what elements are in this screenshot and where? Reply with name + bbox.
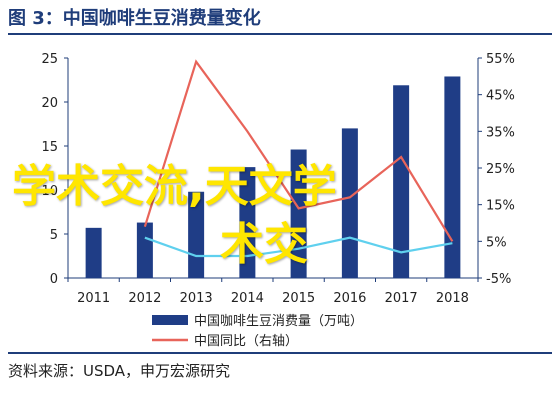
left-tick-label: 5 xyxy=(50,228,58,243)
x-tick-label: 2014 xyxy=(231,291,264,306)
source-divider xyxy=(8,352,552,354)
bar-consumption xyxy=(85,227,102,278)
bar-consumption xyxy=(393,85,410,278)
bar-consumption xyxy=(136,222,153,278)
left-tick-label: 20 xyxy=(41,96,58,111)
left-tick-label: 10 xyxy=(41,184,58,199)
bar-consumption xyxy=(239,167,256,278)
bar-consumption xyxy=(444,76,461,278)
x-tick-label: 2013 xyxy=(180,291,213,306)
right-tick-label: 25% xyxy=(486,162,515,177)
chart-plot: 0 5 10 15 20 25 -5% 5% 15% 25% 35% 45% 55% 2011 2012 20… xyxy=(41,52,515,349)
x-tick-label: 2016 xyxy=(333,291,366,306)
right-tick-label: 55% xyxy=(486,52,515,67)
watermark-line-2: 术交 xyxy=(220,219,308,270)
watermark-line-1: 学术交流,天文学 xyxy=(12,161,337,212)
right-tick-label: 35% xyxy=(486,125,515,140)
x-tick-label: 2015 xyxy=(282,291,315,306)
title-divider xyxy=(8,33,552,35)
chart-title: 图 3：中国咖啡生豆消费量变化 xyxy=(8,8,261,29)
legend-label: 中国咖啡生豆消费量（万吨） xyxy=(194,314,363,329)
legend-swatch-bar xyxy=(152,315,188,325)
right-tick-label: 15% xyxy=(486,199,515,214)
left-tick-label: 15 xyxy=(41,140,58,155)
left-tick-label: 0 xyxy=(50,272,58,287)
right-tick-label: 5% xyxy=(486,235,507,250)
legend-label: 中国同比（右轴） xyxy=(194,334,298,349)
line-world-yoy xyxy=(144,236,453,258)
right-tick-label: 45% xyxy=(486,89,515,104)
x-tick-label: 2011 xyxy=(77,291,110,306)
bar-consumption xyxy=(341,128,358,278)
x-tick-label: 2012 xyxy=(128,291,161,306)
x-tick-label: 2018 xyxy=(436,291,469,306)
x-tick-label: 2017 xyxy=(385,291,418,306)
source-note: 资料来源：USDA，申万宏源研究 xyxy=(8,362,231,380)
bar-consumption xyxy=(290,149,307,278)
right-tick-label: -5% xyxy=(486,272,511,287)
line-china-yoy xyxy=(143,59,454,242)
left-tick-label: 25 xyxy=(41,52,58,67)
